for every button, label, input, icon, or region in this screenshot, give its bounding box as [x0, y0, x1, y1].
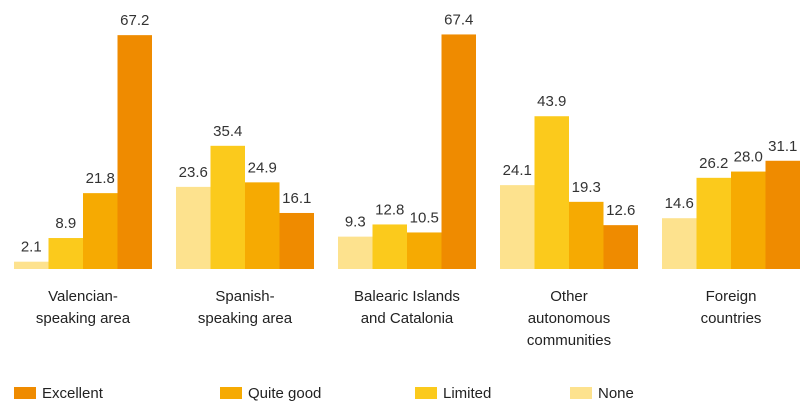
value-label: 2.1 [21, 239, 42, 256]
legend-swatch [415, 387, 437, 399]
bar [569, 201, 604, 269]
x-tick-label: autonomous [528, 310, 611, 327]
x-tick-label: Other [550, 288, 588, 305]
bar [441, 34, 476, 269]
value-label: 10.5 [410, 209, 439, 226]
x-tick-label: Foreign [706, 288, 757, 305]
bar [731, 171, 766, 269]
bar [83, 193, 118, 269]
bar [245, 182, 280, 269]
value-label: 9.3 [345, 214, 366, 231]
value-label: 31.1 [768, 138, 797, 155]
x-tick-label: communities [527, 332, 611, 349]
bar [372, 224, 407, 269]
bar [338, 236, 373, 269]
value-label: 19.3 [572, 179, 601, 196]
value-label: 67.4 [444, 11, 473, 28]
value-label: 26.2 [699, 155, 728, 172]
bar [500, 185, 535, 269]
value-label: 12.8 [375, 201, 404, 218]
legend-label: Limited [443, 385, 491, 402]
bar [407, 232, 442, 269]
x-tick-label: Valencian- [48, 288, 118, 305]
bar [117, 35, 152, 270]
bar [14, 261, 49, 269]
bar [48, 238, 83, 269]
legend-swatch [570, 387, 592, 399]
bar [662, 218, 697, 269]
value-label: 43.9 [537, 93, 566, 110]
value-label: 23.6 [179, 164, 208, 181]
legend-label: Quite good [248, 385, 321, 402]
legend-label: Excellent [42, 385, 104, 402]
x-tick-label: countries [701, 310, 762, 327]
legend-swatch [14, 387, 36, 399]
x-tick-label: Balearic Islands [354, 288, 460, 305]
value-label: 21.8 [86, 170, 115, 187]
x-tick-label: speaking area [198, 310, 293, 327]
value-label: 12.6 [606, 202, 635, 219]
legend-swatch [220, 387, 242, 399]
value-label: 14.6 [665, 195, 694, 212]
x-tick-label: and Catalonia [361, 310, 454, 327]
x-tick-label: speaking area [36, 310, 131, 327]
bar [279, 212, 314, 269]
value-label: 24.1 [503, 162, 532, 179]
bar [176, 186, 211, 269]
bar [210, 145, 245, 269]
bar [765, 160, 800, 269]
bar [696, 177, 731, 269]
value-label: 35.4 [213, 123, 242, 140]
value-label: 8.9 [55, 215, 76, 232]
value-label: 67.2 [120, 12, 149, 29]
value-label: 16.1 [282, 190, 311, 207]
x-tick-label: Spanish- [215, 288, 274, 305]
bar [603, 225, 638, 269]
value-label: 24.9 [248, 159, 277, 176]
legend-label: None [598, 385, 634, 402]
value-label: 28.0 [734, 149, 763, 166]
bar [534, 116, 569, 269]
